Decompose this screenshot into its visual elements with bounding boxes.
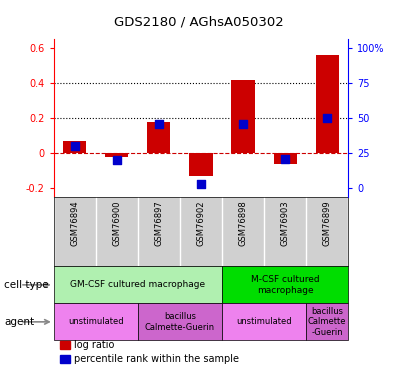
Text: GSM76897: GSM76897	[154, 201, 164, 246]
Bar	[222, 303, 306, 340]
Bar	[232, 80, 255, 153]
Text: bacillus
Calmette-Guerin: bacillus Calmette-Guerin	[145, 312, 215, 332]
Bar	[316, 55, 339, 153]
Text: unstimulated: unstimulated	[236, 317, 292, 326]
Point	[282, 156, 288, 162]
Point	[198, 181, 204, 187]
Text: GSM76898: GSM76898	[238, 201, 248, 246]
Bar	[60, 341, 70, 348]
Text: GSM76903: GSM76903	[281, 201, 290, 246]
Point	[114, 158, 120, 164]
Text: log ratio: log ratio	[74, 340, 115, 350]
Bar	[138, 303, 222, 340]
Text: GSM76899: GSM76899	[323, 201, 332, 246]
Text: GSM76894: GSM76894	[70, 201, 79, 246]
Bar	[60, 355, 70, 363]
Text: percentile rank within the sample: percentile rank within the sample	[74, 354, 239, 364]
Point	[72, 143, 78, 149]
Text: agent: agent	[4, 317, 34, 327]
Point	[156, 121, 162, 127]
Text: GSM76902: GSM76902	[197, 201, 205, 246]
Bar	[63, 141, 86, 153]
Text: bacillus
Calmette
-Guerin: bacillus Calmette -Guerin	[308, 307, 347, 337]
Text: GDS2180 / AGhsA050302: GDS2180 / AGhsA050302	[114, 15, 284, 28]
Bar	[222, 266, 348, 303]
Text: unstimulated: unstimulated	[68, 317, 124, 326]
Bar	[273, 153, 297, 164]
Bar	[54, 266, 222, 303]
Point	[324, 116, 330, 122]
Text: GSM76900: GSM76900	[112, 201, 121, 246]
Bar	[105, 153, 129, 157]
Bar	[147, 122, 170, 153]
Point	[240, 121, 246, 127]
Bar	[54, 303, 138, 340]
Bar	[189, 153, 213, 176]
Bar	[306, 303, 348, 340]
Text: M-CSF cultured
macrophage: M-CSF cultured macrophage	[251, 275, 320, 294]
Text: cell type: cell type	[4, 280, 49, 290]
Text: GM-CSF cultured macrophage: GM-CSF cultured macrophage	[70, 280, 205, 290]
